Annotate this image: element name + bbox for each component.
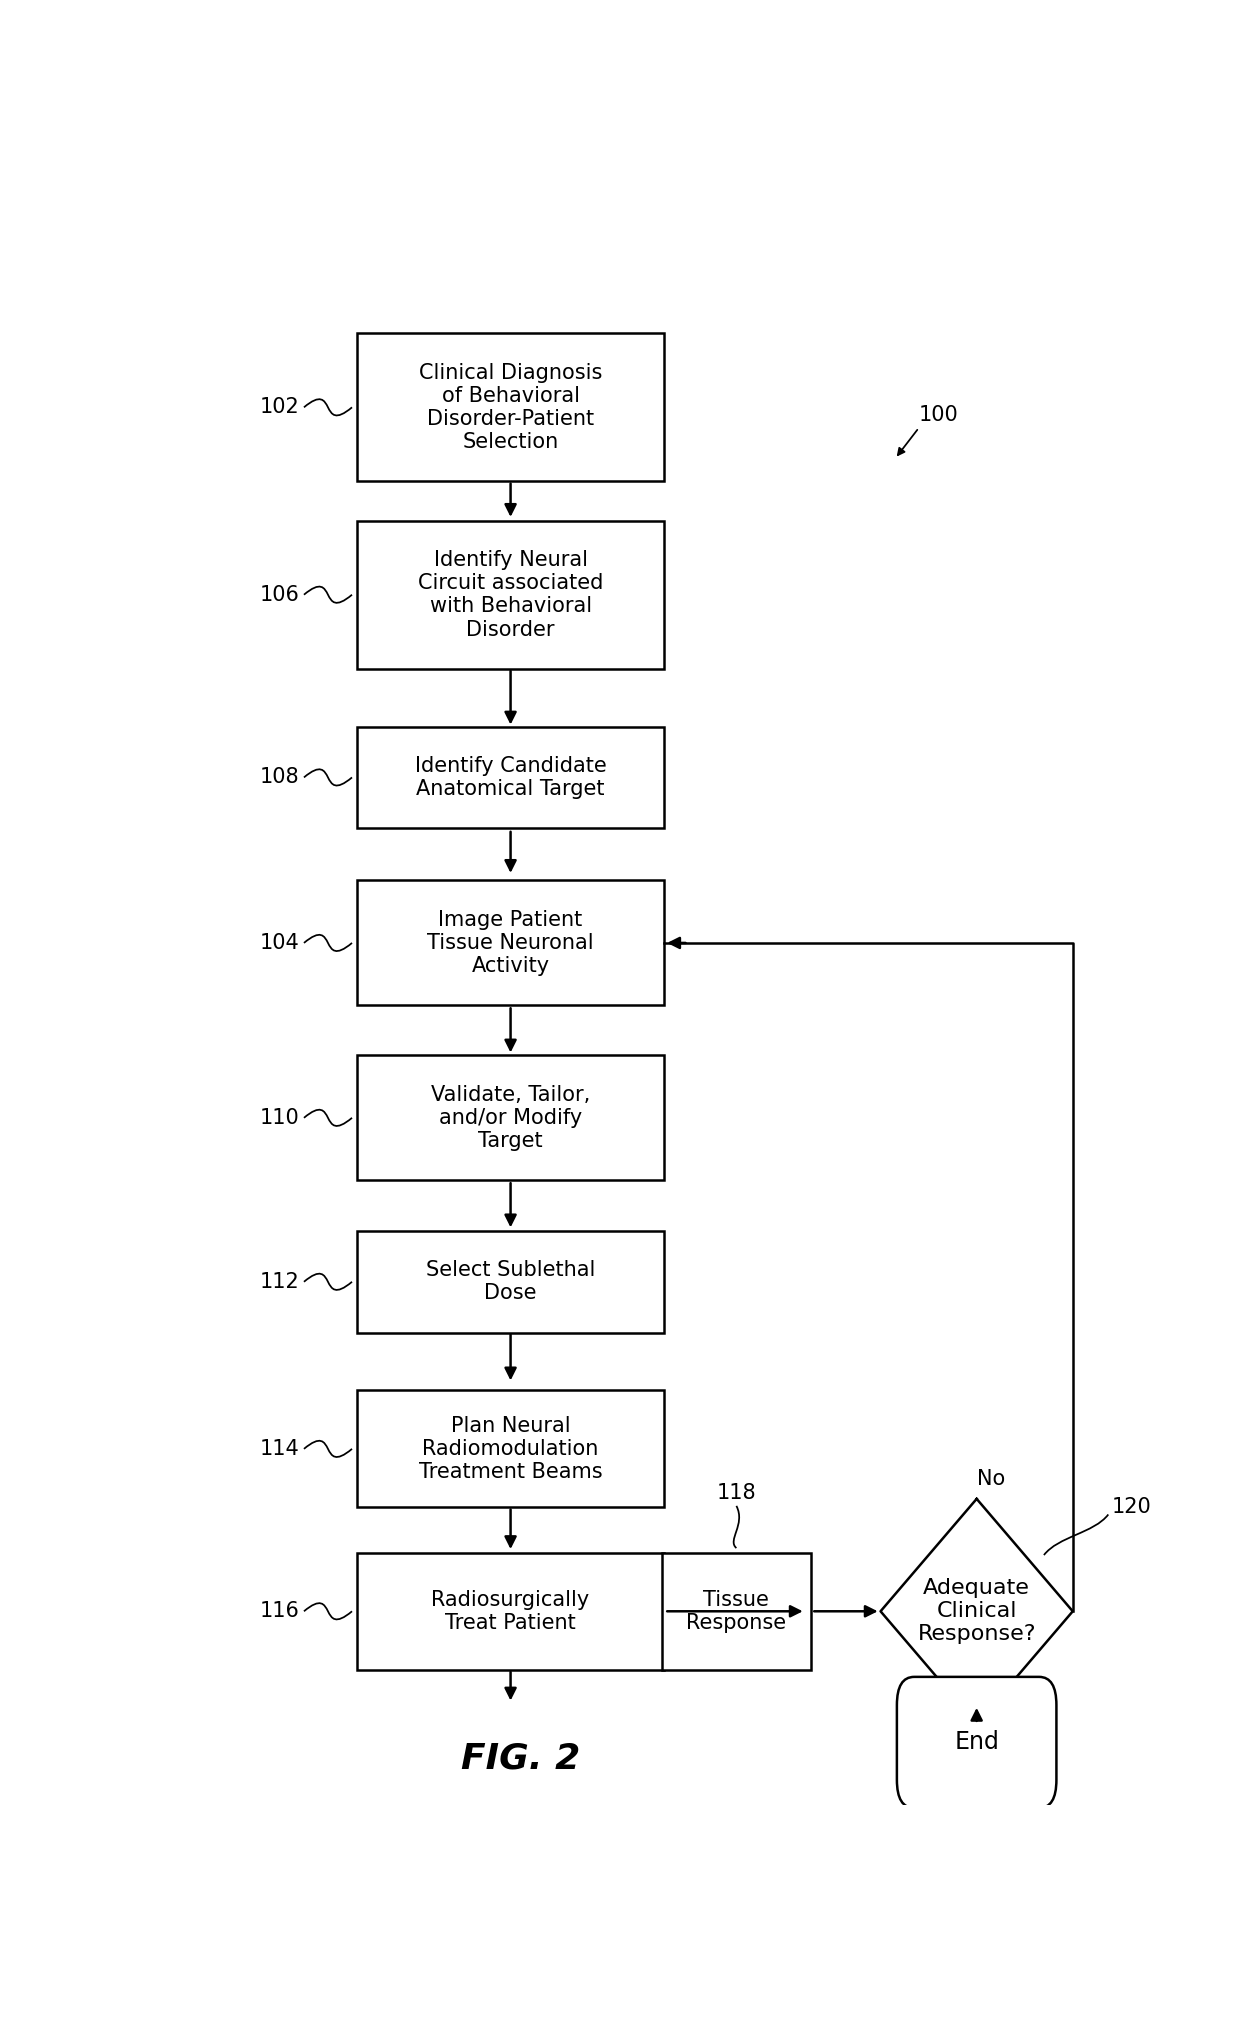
Bar (357, 1553, 665, 1669)
Text: 100: 100 (919, 404, 959, 424)
Text: Select Sublethal
Dose: Select Sublethal Dose (425, 1259, 595, 1304)
Bar (357, 1055, 665, 1180)
Text: 102: 102 (259, 397, 299, 418)
Text: Tissue
Response: Tissue Response (687, 1590, 786, 1633)
Bar (357, 1231, 665, 1332)
Text: 106: 106 (259, 584, 299, 604)
Text: 112: 112 (259, 1272, 299, 1292)
Text: Plan Neural
Radiomodulation
Treatment Beams: Plan Neural Radiomodulation Treatment Be… (419, 1416, 603, 1482)
Text: 116: 116 (259, 1602, 299, 1620)
Bar (357, 880, 665, 1006)
Text: Identify Candidate
Anatomical Target: Identify Candidate Anatomical Target (414, 756, 606, 799)
FancyBboxPatch shape (897, 1677, 1056, 1809)
Bar (357, 521, 665, 669)
Text: End: End (955, 1730, 999, 1754)
Polygon shape (880, 1499, 1073, 1724)
Text: Clinical Diagnosis
of Behavioral
Disorder-Patient
Selection: Clinical Diagnosis of Behavioral Disorde… (419, 363, 603, 452)
Text: 108: 108 (259, 767, 299, 787)
Text: 118: 118 (717, 1482, 756, 1503)
Bar (662, 1553, 811, 1669)
Text: 110: 110 (259, 1107, 299, 1128)
Text: Yes: Yes (991, 1683, 1025, 1701)
Text: Image Patient
Tissue Neuronal
Activity: Image Patient Tissue Neuronal Activity (428, 911, 594, 975)
Text: FIG. 2: FIG. 2 (460, 1742, 580, 1774)
Bar (357, 333, 665, 481)
Text: 120: 120 (1111, 1497, 1151, 1517)
Text: Validate, Tailor,
and/or Modify
Target: Validate, Tailor, and/or Modify Target (432, 1085, 590, 1152)
Text: 104: 104 (259, 933, 299, 953)
Text: 114: 114 (259, 1440, 299, 1458)
Text: No: No (977, 1470, 1006, 1489)
Bar (357, 1391, 665, 1507)
Text: Identify Neural
Circuit associated
with Behavioral
Disorder: Identify Neural Circuit associated with … (418, 550, 603, 639)
Text: Radiosurgically
Treat Patient: Radiosurgically Treat Patient (432, 1590, 590, 1633)
Bar (357, 726, 665, 827)
Text: Adequate
Clinical
Response?: Adequate Clinical Response? (918, 1578, 1035, 1645)
